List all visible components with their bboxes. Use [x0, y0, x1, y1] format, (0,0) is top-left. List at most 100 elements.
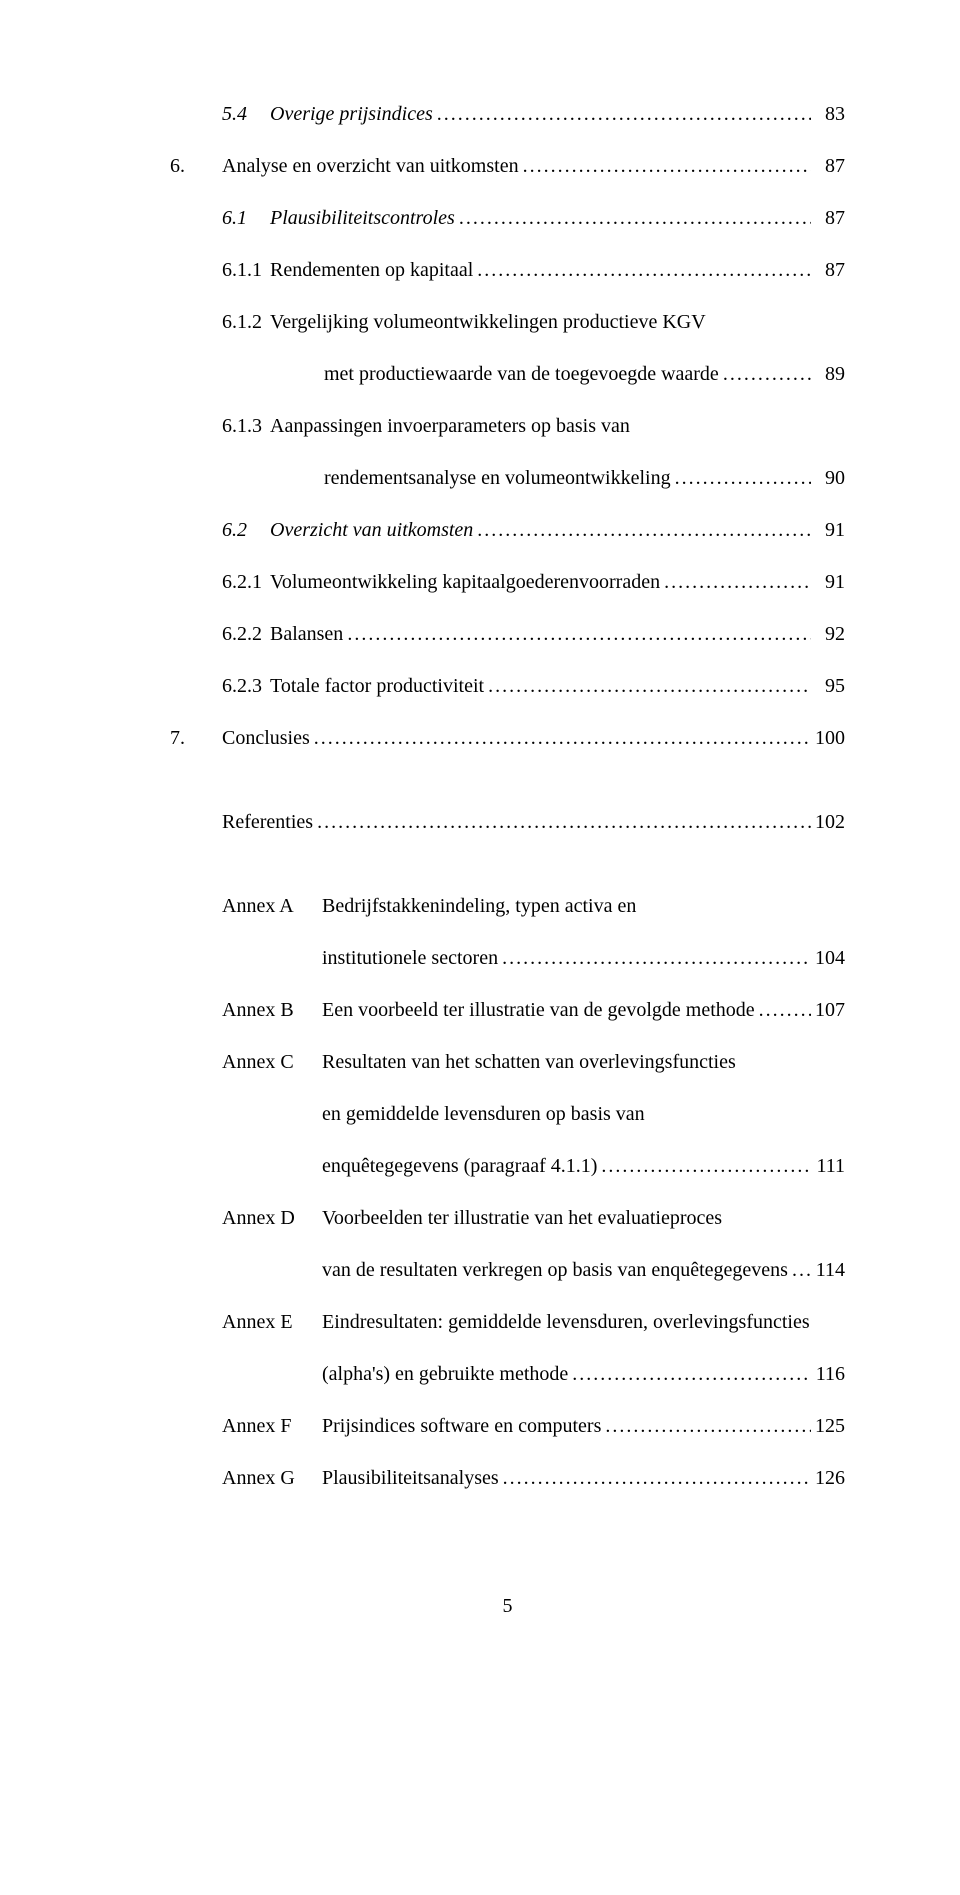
toc-page: 114: [811, 1256, 845, 1284]
toc-number: 6.1: [222, 204, 270, 232]
toc-title: Totale factor productiviteit: [270, 672, 484, 700]
toc-leader-dots: [597, 1152, 811, 1180]
annex-label: Annex F: [222, 1412, 322, 1440]
toc-entry: 6.1 Plausibiliteitscontroles 87: [170, 204, 845, 232]
toc-leader-dots: [755, 996, 811, 1024]
toc-number: 6.1.1: [222, 256, 270, 284]
toc-number: 6.2: [222, 516, 270, 544]
toc-page: 107: [811, 996, 845, 1024]
toc-title: Analyse en overzicht van uitkomsten: [222, 152, 519, 180]
annex-label: Annex A: [222, 892, 322, 920]
toc-entry: 6.2 Overzicht van uitkomsten 91: [170, 516, 845, 544]
toc-leader-dots: [433, 100, 811, 128]
toc-entry: 6.1.3 Aanpassingen invoerparameters op b…: [170, 412, 845, 440]
toc-page: 87: [811, 204, 845, 232]
toc-title: met productiewaarde van de toegevoegde w…: [324, 360, 719, 388]
annex-label: Annex E: [222, 1308, 322, 1336]
toc-title: Resultaten van het schatten van overlevi…: [322, 1048, 736, 1076]
toc-page: 83: [811, 100, 845, 128]
toc-entry-continuation: en gemiddelde levensduren op basis van: [170, 1100, 845, 1128]
toc-page: 116: [811, 1360, 845, 1388]
toc-entry: 5.4 Overige prijsindices 83: [170, 100, 845, 128]
toc-leader-dots: [660, 568, 811, 596]
toc-title: Een voorbeeld ter illustratie van de gev…: [322, 996, 755, 1024]
toc-title: Bedrijfstakkenindeling, typen activa en: [322, 892, 636, 920]
annex-label: Annex C: [222, 1048, 322, 1076]
toc-entry: 6.2.3 Totale factor productiviteit 95: [170, 672, 845, 700]
toc-annex-entry: Annex C Resultaten van het schatten van …: [170, 1048, 845, 1076]
toc-leader-dots: [473, 256, 811, 284]
toc-annex-entry: Annex F Prijsindices software en compute…: [170, 1412, 845, 1440]
toc-title: Plausibiliteitsanalyses: [322, 1464, 499, 1492]
toc-number: 6.2.3: [222, 672, 270, 700]
toc-entry: 6.1.2 Vergelijking volumeontwikkelingen …: [170, 308, 845, 336]
toc-entry: Referenties 102: [170, 808, 845, 836]
toc-leader-dots: [484, 672, 811, 700]
toc-number: 7.: [170, 724, 222, 752]
toc-number: 5.4: [222, 100, 270, 128]
toc-entry: 6.2.2 Balansen 92: [170, 620, 845, 648]
toc-entry: 7. Conclusies 100: [170, 724, 845, 752]
toc-title: Balansen: [270, 620, 343, 648]
toc-page: 104: [811, 944, 845, 972]
toc-page: 95: [811, 672, 845, 700]
toc-title: van de resultaten verkregen op basis van…: [322, 1256, 788, 1284]
toc-annex-entry: Annex G Plausibiliteitsanalyses 126: [170, 1464, 845, 1492]
toc-title: rendementsanalyse en volumeontwikkeling: [324, 464, 671, 492]
toc-title: enquêtegegevens (paragraaf 4.1.1): [322, 1152, 597, 1180]
toc-page: 87: [811, 152, 845, 180]
toc-page: 125: [811, 1412, 845, 1440]
annex-label: Annex D: [222, 1204, 322, 1232]
toc-leader-dots: [519, 152, 811, 180]
toc-number: 6.: [170, 152, 222, 180]
toc-page: 92: [811, 620, 845, 648]
toc-page: 87: [811, 256, 845, 284]
toc-annex-entry: Annex A Bedrijfstakkenindeling, typen ac…: [170, 892, 845, 920]
toc-leader-dots: [719, 360, 811, 388]
toc-entry-continuation: rendementsanalyse en volumeontwikkeling …: [170, 464, 845, 492]
toc-title: Rendementen op kapitaal: [270, 256, 473, 284]
toc-entry: 6.2.1 Volumeontwikkeling kapitaalgoedere…: [170, 568, 845, 596]
toc-leader-dots: [568, 1360, 811, 1388]
toc-title: Conclusies: [222, 724, 310, 752]
annex-label: Annex G: [222, 1464, 322, 1492]
toc-page: 91: [811, 516, 845, 544]
toc-number: 6.1.3: [222, 412, 270, 440]
toc-number: 6.2.1: [222, 568, 270, 596]
toc-page: 126: [811, 1464, 845, 1492]
toc-title: institutionele sectoren: [322, 944, 498, 972]
toc-leader-dots: [499, 1464, 811, 1492]
toc-title: Aanpassingen invoerparameters op basis v…: [270, 412, 630, 440]
toc-entry: 6.1.1 Rendementen op kapitaal 87: [170, 256, 845, 284]
toc-title: Overzicht van uitkomsten: [270, 516, 473, 544]
toc-entry-continuation: met productiewaarde van de toegevoegde w…: [170, 360, 845, 388]
toc-title: Eindresultaten: gemiddelde levensduren, …: [322, 1308, 810, 1336]
toc-title: Prijsindices software en computers: [322, 1412, 601, 1440]
toc-leader-dots: [473, 516, 811, 544]
toc-number: 6.2.2: [222, 620, 270, 648]
toc-number: 6.1.2: [222, 308, 270, 336]
toc-title: Overige prijsindices: [270, 100, 433, 128]
toc-annex-entry: Annex E Eindresultaten: gemiddelde leven…: [170, 1308, 845, 1336]
toc-page: 111: [811, 1152, 845, 1180]
toc-entry-continuation: van de resultaten verkregen op basis van…: [170, 1256, 845, 1284]
annex-label: Annex B: [222, 996, 322, 1024]
toc-title: Plausibiliteitscontroles: [270, 204, 455, 232]
toc-title: (alpha's) en gebruikte methode: [322, 1360, 568, 1388]
toc-leader-dots: [343, 620, 811, 648]
toc-title: Voorbeelden ter illustratie van het eval…: [322, 1204, 722, 1232]
toc-leader-dots: [498, 944, 811, 972]
toc-title: Vergelijking volumeontwikkelingen produc…: [270, 308, 706, 336]
toc-leader-dots: [310, 724, 811, 752]
toc-page: 89: [811, 360, 845, 388]
toc-leader-dots: [671, 464, 811, 492]
toc-page: 90: [811, 464, 845, 492]
page-number: 5: [170, 1592, 845, 1620]
toc-entry: 6. Analyse en overzicht van uitkomsten 8…: [170, 152, 845, 180]
toc-leader-dots: [601, 1412, 811, 1440]
toc-annex-entry: Annex D Voorbeelden ter illustratie van …: [170, 1204, 845, 1232]
toc-page: 91: [811, 568, 845, 596]
toc-entry-continuation: enquêtegegevens (paragraaf 4.1.1) 111: [170, 1152, 845, 1180]
toc-title: Referenties: [222, 808, 313, 836]
toc-annex-entry: Annex B Een voorbeeld ter illustratie va…: [170, 996, 845, 1024]
